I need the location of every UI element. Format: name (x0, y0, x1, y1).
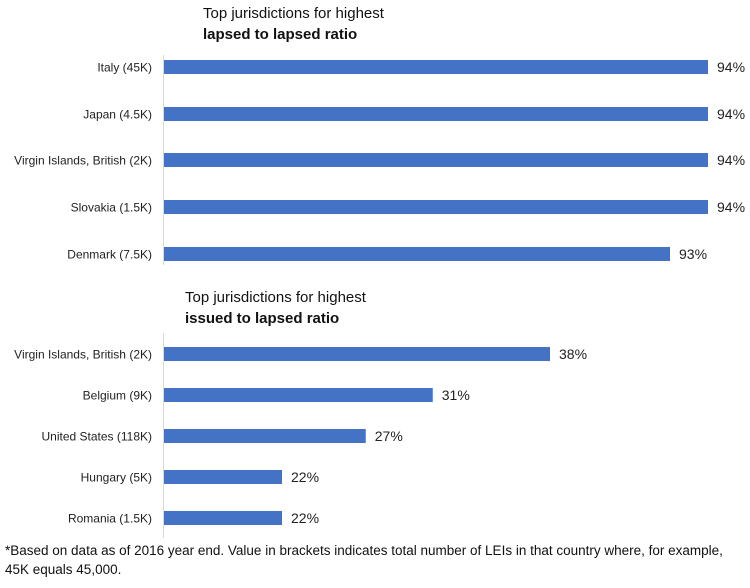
chart1-value-label-4: 93% (679, 246, 707, 262)
chart1-bar-3 (164, 200, 708, 214)
chart2-category-label-0: Virgin Islands, British (2K) (14, 348, 152, 362)
chart2-category-label-1: Belgium (9K) (83, 389, 152, 403)
chart1-category-label-3: Slovakia (1.5K) (71, 201, 152, 215)
chart2-value-label-1: 31% (442, 387, 470, 403)
chart2-bar-1 (164, 388, 433, 402)
chart2-bar-4 (164, 511, 282, 525)
chart1-value-label-1: 94% (717, 106, 745, 122)
chart1-category-label-4: Denmark (7.5K) (67, 248, 152, 262)
chart1-bar-0 (164, 60, 708, 74)
chart1-category-label-1: Japan (4.5K) (83, 108, 152, 122)
chart2-category-label-4: Romania (1.5K) (68, 512, 152, 526)
chart2-bar-2 (164, 429, 366, 443)
chart1-title: Top jurisdictions for highest lapsed to … (203, 3, 384, 45)
chart2-value-label-2: 27% (375, 428, 403, 444)
chart2-bar-0 (164, 347, 550, 361)
chart1-bar-2 (164, 153, 708, 167)
chart2-title: Top jurisdictions for highest issued to … (185, 287, 366, 329)
chart1-value-label-0: 94% (717, 59, 745, 75)
chart2-category-label-2: United States (118K) (41, 430, 152, 444)
chart2-bar-3 (164, 470, 282, 484)
chart2-title-line1: Top jurisdictions for highest (185, 289, 366, 306)
chart2-title-line2: issued to lapsed ratio (185, 310, 340, 327)
footnote: *Based on data as of 2016 year end. Valu… (5, 543, 723, 577)
chart1-bar-4 (164, 247, 670, 261)
chart2-category-label-3: Hungary (5K) (81, 471, 152, 485)
chart1-title-line1: Top jurisdictions for highest (203, 5, 384, 22)
chart2-value-label-4: 22% (291, 510, 319, 526)
chart1-bar-1 (164, 107, 708, 121)
chart1-category-label-0: Italy (45K) (97, 61, 152, 75)
chart1-value-label-3: 94% (717, 199, 745, 215)
chart1-category-label-2: Virgin Islands, British (2K) (14, 154, 152, 168)
chart1-value-label-2: 94% (717, 152, 745, 168)
chart2-value-label-0: 38% (559, 346, 587, 362)
chart1-title-line2: lapsed to lapsed ratio (203, 26, 358, 43)
chart2-value-label-3: 22% (291, 469, 319, 485)
